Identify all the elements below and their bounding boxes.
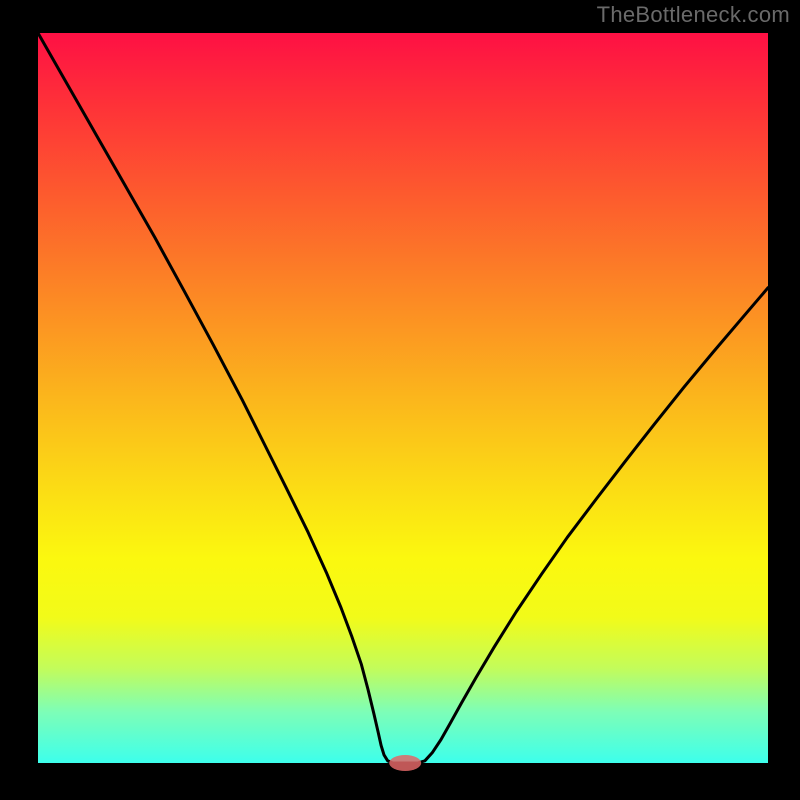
chart-svg: [0, 0, 800, 800]
chart-stage: TheBottleneck.com: [0, 0, 800, 800]
gradient-plot-area: [38, 33, 768, 763]
optimal-point-marker: [389, 755, 421, 771]
